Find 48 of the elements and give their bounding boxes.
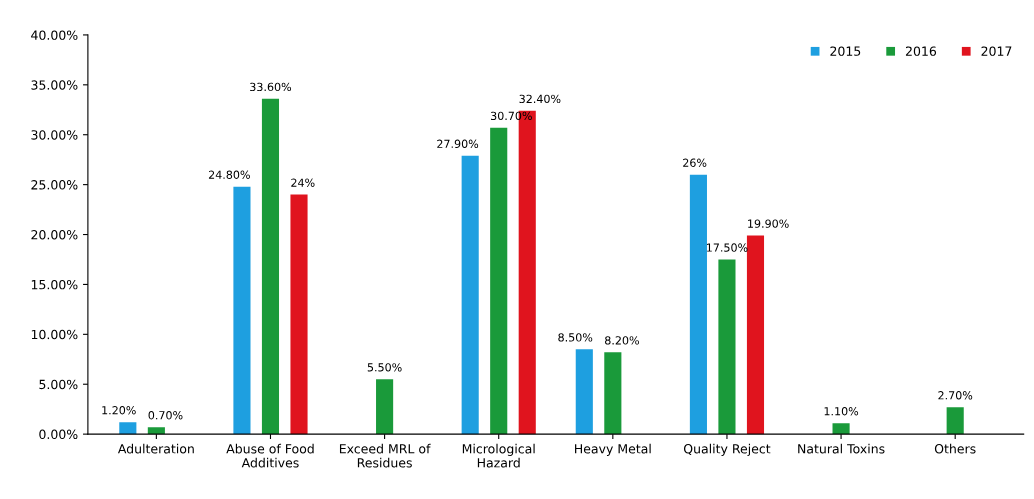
x-tick-label: Heavy Metal <box>575 443 651 456</box>
bar <box>119 422 137 435</box>
y-tick-label: 20.00% <box>31 230 78 240</box>
x-tick-label: Natural Toxins <box>798 443 885 454</box>
data-label: 5.50% <box>367 363 402 372</box>
data-label: 1.20% <box>102 406 136 415</box>
legend-label: 2016 <box>905 46 937 56</box>
bar <box>718 259 736 435</box>
data-label: 32.40% <box>519 94 561 104</box>
data-label: 8.50% <box>558 333 593 342</box>
data-label: 24% <box>291 178 315 187</box>
bar <box>490 127 508 435</box>
y-tick-label: 15.00% <box>31 279 78 290</box>
bar <box>261 98 280 435</box>
bar <box>946 407 964 435</box>
legend-label: 2015 <box>830 46 861 56</box>
y-tick-label: 40.00% <box>31 30 78 40</box>
bar <box>376 379 394 435</box>
data-label: 0.70% <box>148 411 183 420</box>
bar <box>604 352 622 435</box>
data-label: 24.80% <box>208 170 250 179</box>
bar <box>461 155 479 435</box>
y-tick-label: 10.00% <box>31 329 78 340</box>
y-tick-label: 5.00% <box>39 379 78 390</box>
bar <box>575 349 593 435</box>
bar <box>233 186 251 435</box>
data-label: 27.90% <box>437 139 479 148</box>
y-tick-label: 0.00% <box>39 429 78 440</box>
legend-label: 2017 <box>981 46 1012 56</box>
x-tick-label: Adulteration <box>117 443 194 454</box>
data-label: 19.90% <box>748 219 789 228</box>
bar <box>832 423 850 435</box>
x-tick-label: Abuse of Food Additives <box>226 443 314 468</box>
x-tick-label: Exceed MRL of Residues <box>339 443 431 468</box>
y-tick-label: 30.00% <box>31 130 78 140</box>
data-label: 2.70% <box>938 391 973 400</box>
data-label: 8.20% <box>605 336 639 345</box>
y-tick-label: 35.00% <box>31 80 78 90</box>
data-label: 33.60% <box>250 82 292 92</box>
bar <box>290 194 308 435</box>
bar <box>689 174 707 435</box>
x-tick-label: Others <box>934 443 976 454</box>
x-tick-label: Quality Reject <box>683 443 771 456</box>
bar <box>746 235 765 435</box>
x-tick-label: Micrological Hazard <box>462 443 535 468</box>
data-label: 1.10% <box>824 407 859 416</box>
y-tick-label: 25.00% <box>31 180 78 190</box>
data-label: 26% <box>683 158 707 167</box>
